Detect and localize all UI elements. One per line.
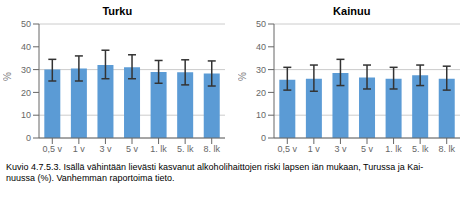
svg-text:20: 20 (256, 88, 266, 98)
svg-text:40: 40 (21, 42, 31, 52)
svg-text:8. lk: 8. lk (438, 144, 455, 154)
svg-text:20: 20 (21, 88, 31, 98)
svg-text:30: 30 (256, 65, 266, 75)
svg-text:50: 50 (256, 19, 266, 29)
svg-text:5. lk: 5. lk (412, 144, 429, 154)
svg-text:0,5 v: 0,5 v (43, 144, 63, 154)
svg-text:3 v: 3 v (334, 144, 347, 154)
svg-text:30: 30 (21, 65, 31, 75)
svg-text:10: 10 (256, 110, 266, 120)
svg-text:0: 0 (26, 133, 31, 143)
html-text:Kainuu: Kainuu (333, 5, 371, 17)
svg-text:50: 50 (21, 19, 31, 29)
svg-text:1. lk: 1. lk (151, 144, 168, 154)
svg-text:1. lk: 1. lk (385, 144, 402, 154)
html-text:Kuvio 4.7.5.3. Isällä vähintää: Kuvio 4.7.5.3. Isällä vähintään lievästi… (6, 162, 424, 183)
svg-text:%: % (8, 72, 13, 81)
svg-text:0,5 v: 0,5 v (277, 144, 297, 154)
svg-text:5 v: 5 v (361, 144, 374, 154)
svg-text:5. lk: 5. lk (177, 144, 194, 154)
svg-text:10: 10 (21, 110, 31, 120)
svg-text:40: 40 (256, 42, 266, 52)
svg-text:0: 0 (261, 133, 266, 143)
svg-text:%: % (238, 72, 248, 81)
svg-text:5 v: 5 v (126, 144, 139, 154)
svg-text:3 v: 3 v (100, 144, 113, 154)
svg-text:1 v: 1 v (308, 144, 321, 154)
svg-text:1 v: 1 v (73, 144, 86, 154)
svg-text:8. lk: 8. lk (204, 144, 221, 154)
html-text:Turku: Turku (102, 5, 133, 17)
